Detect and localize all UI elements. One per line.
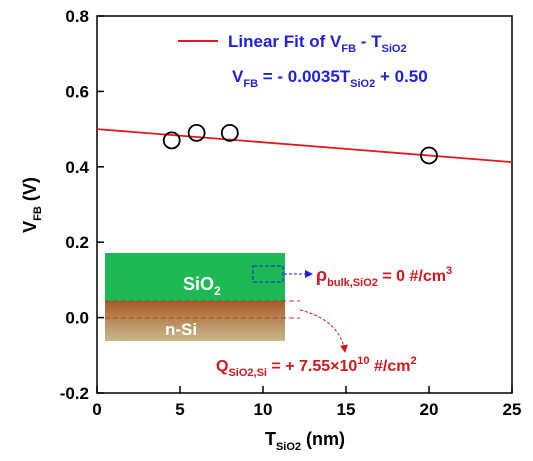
y-axis-label: VFB (V) [20, 177, 44, 233]
x-axis-label: TSiO2 (nm) [265, 429, 345, 453]
y-tick-label: -0.2 [60, 384, 89, 403]
chart: SiO2 n-Si ρbulk,SiO2 = 0 #/cm3 QSiO2,Si … [0, 0, 533, 461]
inset: SiO2 n-Si ρbulk,SiO2 = 0 #/cm3 QSiO2,Si … [105, 253, 452, 379]
substrate-label: n-Si [165, 320, 197, 339]
x-tick-label: 15 [337, 400, 356, 419]
fit-line [97, 129, 512, 162]
y-tick-label: 0.8 [65, 7, 89, 26]
y-tick-label: 0.6 [65, 82, 89, 101]
fit-equation: VFB = - 0.0035TSiO2 + 0.50 [232, 67, 428, 90]
data-point [222, 125, 238, 141]
rho-annotation: ρbulk,SiO2 = 0 #/cm3 [316, 265, 452, 289]
x-tick-label: 20 [420, 400, 439, 419]
x-tick-label: 25 [503, 400, 522, 419]
x-tick-label: 10 [254, 400, 273, 419]
x-tick-label: 5 [175, 400, 184, 419]
y-tick-label: 0.0 [65, 309, 89, 328]
data-point [189, 125, 205, 141]
x-tick-label: 0 [92, 400, 101, 419]
y-tick-label: 0.4 [65, 158, 89, 177]
page: SiO2 n-Si ρbulk,SiO2 = 0 #/cm3 QSiO2,Si … [0, 0, 533, 461]
y-tick-label: 0.2 [65, 233, 89, 252]
arrow [300, 310, 345, 352]
legend-label: Linear Fit of VFB - TSiO2 [228, 32, 407, 55]
charge-annotation: QSiO2,Si = + 7.55×1010 #/cm2 [216, 355, 417, 379]
